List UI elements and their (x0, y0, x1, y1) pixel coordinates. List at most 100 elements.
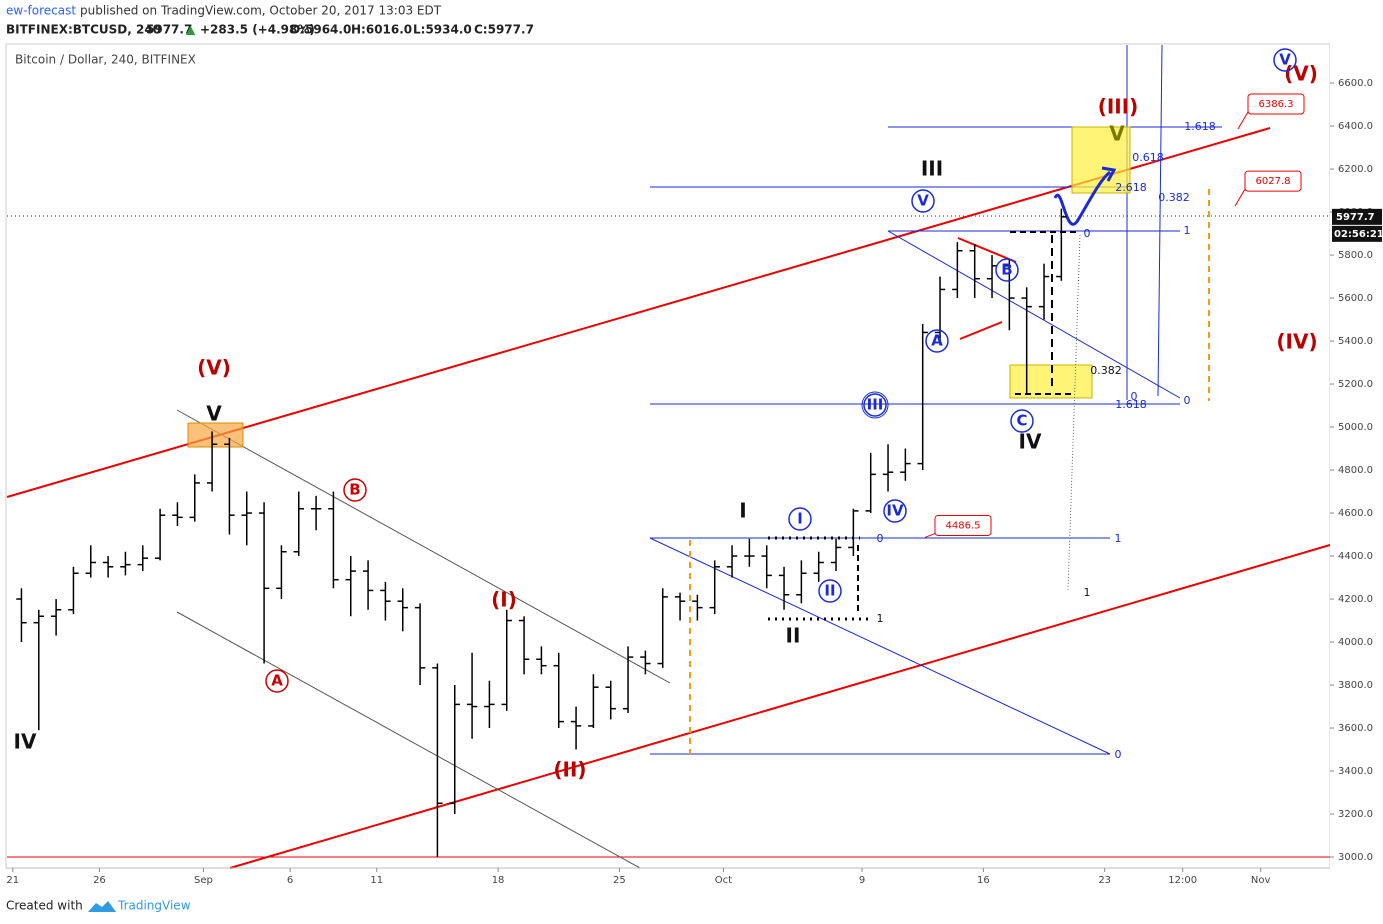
wave-circle (863, 393, 887, 417)
price-label-box (1247, 93, 1305, 115)
fib-label: 0 (1084, 227, 1091, 240)
x-tick-label: 11 (370, 875, 383, 886)
wave-label: IV (886, 502, 904, 520)
last-price: 5977.7 (1336, 212, 1375, 223)
y-tick-label: 5400.0 (1338, 336, 1373, 347)
y-tick-label: 3800.0 (1338, 680, 1373, 691)
x-tick-label: 25 (613, 875, 626, 886)
symbol: BITFINEX:BTCUSD, 240 (6, 23, 161, 37)
fib-label: 0.618 (1132, 151, 1164, 164)
zone-box (187, 422, 244, 448)
fib-label: 1 (1084, 586, 1091, 599)
y-tick-label: 5800.0 (1338, 250, 1373, 261)
last-price-tag (1332, 208, 1382, 225)
brand[interactable]: TradingView (117, 899, 191, 913)
fib-label: 0.382 (1090, 364, 1122, 377)
y-tick-label: 5000.0 (1338, 422, 1373, 433)
price-axis (1330, 44, 1383, 868)
y-tick-label: 4600.0 (1338, 508, 1373, 519)
low: L:5934.0 (413, 23, 472, 37)
wave-circle (861, 391, 889, 419)
wave-label: II (786, 624, 801, 648)
triangle-line (957, 237, 1017, 263)
fib-label: 1 (877, 612, 884, 625)
fib-label: 0.382 (1158, 191, 1190, 204)
x-tick-label: Sep (194, 875, 213, 886)
wave-label: A (271, 672, 283, 690)
wave-label: A (931, 332, 943, 350)
wave-label: III (867, 396, 884, 414)
wave-circle (995, 258, 1019, 282)
arrow: ▲ (186, 23, 196, 37)
price-label-box (934, 514, 992, 536)
wave-circle (1273, 48, 1297, 72)
wave-label: V (1109, 122, 1125, 146)
fib-label: 0 (1115, 748, 1122, 761)
channel (176, 611, 641, 869)
x-tick-label: 18 (492, 875, 505, 886)
logo (88, 901, 116, 912)
wave-label: V (206, 402, 222, 426)
wave-label: B (1001, 261, 1012, 279)
fib-label: 1 (1115, 532, 1122, 545)
fib-label: 0 (1184, 394, 1191, 407)
y-tick-label: 6600.0 (1338, 78, 1373, 89)
x-tick-label: 21 (6, 875, 19, 886)
x-tick-label: 23 (1098, 875, 1111, 886)
channel (229, 544, 1331, 869)
open: O:5964.0 (290, 23, 351, 37)
wave-circle (883, 499, 907, 523)
wave-label: V (1279, 51, 1291, 69)
countdown: 02:56:21 (1334, 229, 1383, 240)
chart-title: Bitcoin / Dollar, 240, BITFINEX (15, 53, 196, 67)
wave-label: IV (1019, 430, 1042, 454)
last: 5977.7 (146, 23, 192, 37)
price-label: 4486.5 (946, 520, 981, 531)
wave-label: B (349, 481, 360, 499)
wave-circle (265, 669, 289, 693)
y-tick-label: 6200.0 (1338, 164, 1373, 175)
x-tick-label: 9 (859, 875, 865, 886)
triangle-line (959, 321, 1003, 340)
fib-label: 0 (1131, 390, 1138, 403)
x-tick-label: 12:00 (1168, 875, 1197, 886)
x-tick-label: 26 (93, 875, 106, 886)
wave-label: (IV) (1276, 330, 1317, 354)
wave-label: (II) (553, 758, 586, 782)
wave-label: (I) (491, 588, 517, 612)
fib-label: 1.618 (1184, 120, 1216, 133)
y-tick-label: 4800.0 (1338, 465, 1373, 476)
y-tick-label: 4200.0 (1338, 594, 1373, 605)
wave-circle (911, 189, 935, 213)
price-pointer (1234, 188, 1246, 207)
wave-circle (788, 507, 812, 531)
y-tick-label: 3600.0 (1338, 723, 1373, 734)
fib-line (1157, 44, 1163, 397)
y-tick-label: 6400.0 (1338, 121, 1373, 132)
y-tick-label: 5200.0 (1338, 379, 1373, 390)
fib-label: 1 (1184, 224, 1191, 237)
footer-text: Created with (6, 899, 83, 913)
fib-label: 2.618 (1115, 181, 1147, 194)
drawings (6, 44, 1331, 869)
wave-circle (343, 478, 367, 502)
publisher[interactable]: ew-forecast (6, 4, 76, 18)
x-tick-label: Oct (715, 875, 732, 886)
y-tick-label: 3200.0 (1338, 809, 1373, 820)
price-label: 6027.8 (1256, 176, 1291, 187)
wave-label: (V) (197, 356, 231, 380)
channel (176, 409, 671, 684)
countdown-tag (1332, 225, 1382, 242)
wave-label: I (797, 510, 803, 528)
high: H:6016.0 (351, 23, 412, 37)
wave-label: (III) (1098, 95, 1139, 119)
y-tick-label: 4400.0 (1338, 551, 1373, 562)
fib-line (649, 537, 1111, 755)
price-pointer (924, 532, 936, 538)
y-tick-label: 5600.0 (1338, 293, 1373, 304)
price-label: 6386.3 (1259, 99, 1294, 110)
price-label-box (1244, 170, 1302, 192)
